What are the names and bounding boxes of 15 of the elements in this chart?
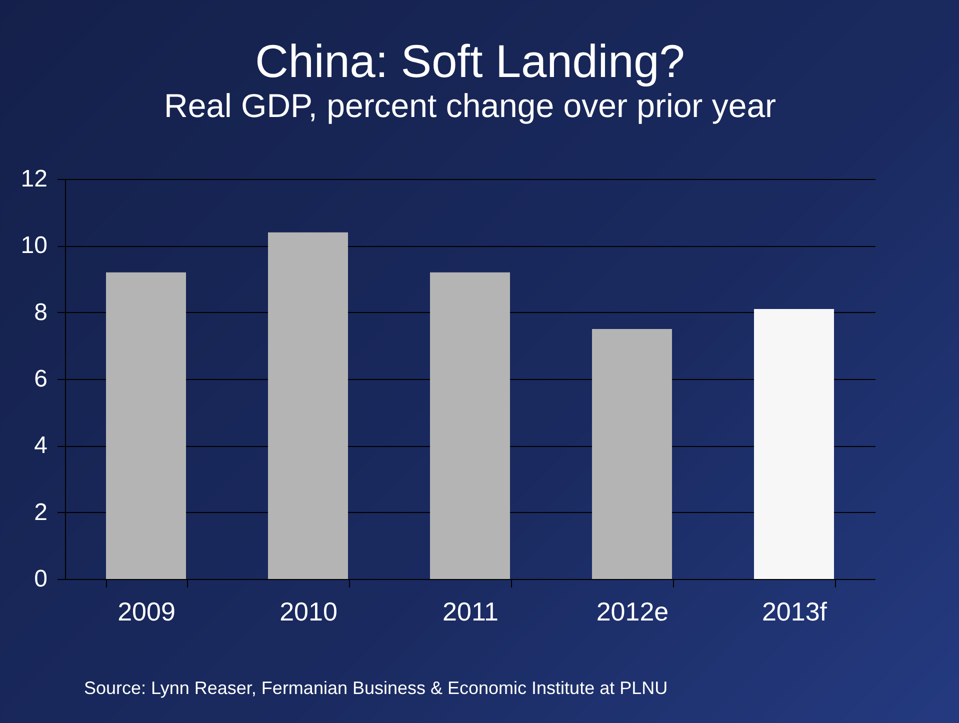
y-tick-label: 8 [34, 298, 48, 326]
chart-title: China: Soft Landing? [255, 35, 685, 87]
x-tick-label: 2010 [280, 596, 338, 626]
y-tick-label: 6 [34, 366, 48, 392]
y-tick-label: 2 [34, 498, 48, 526]
x-tick-label: 2011 [442, 596, 498, 626]
x-tick-label: 2013f [762, 596, 828, 626]
y-tick-label: 0 [34, 566, 48, 592]
x-tick-label: 2012e [596, 596, 669, 626]
y-tick-label: 4 [34, 432, 48, 460]
y-tick-label: 10 [20, 232, 48, 260]
chart-subtitle: Real GDP, percent change over prior year [164, 87, 776, 124]
source-note: Source: Lynn Reaser, Fermanian Business & Economic Institute at PLNU [84, 678, 668, 699]
y-tick-label: 12 [20, 166, 48, 192]
x-tick-label: 2009 [118, 596, 176, 626]
